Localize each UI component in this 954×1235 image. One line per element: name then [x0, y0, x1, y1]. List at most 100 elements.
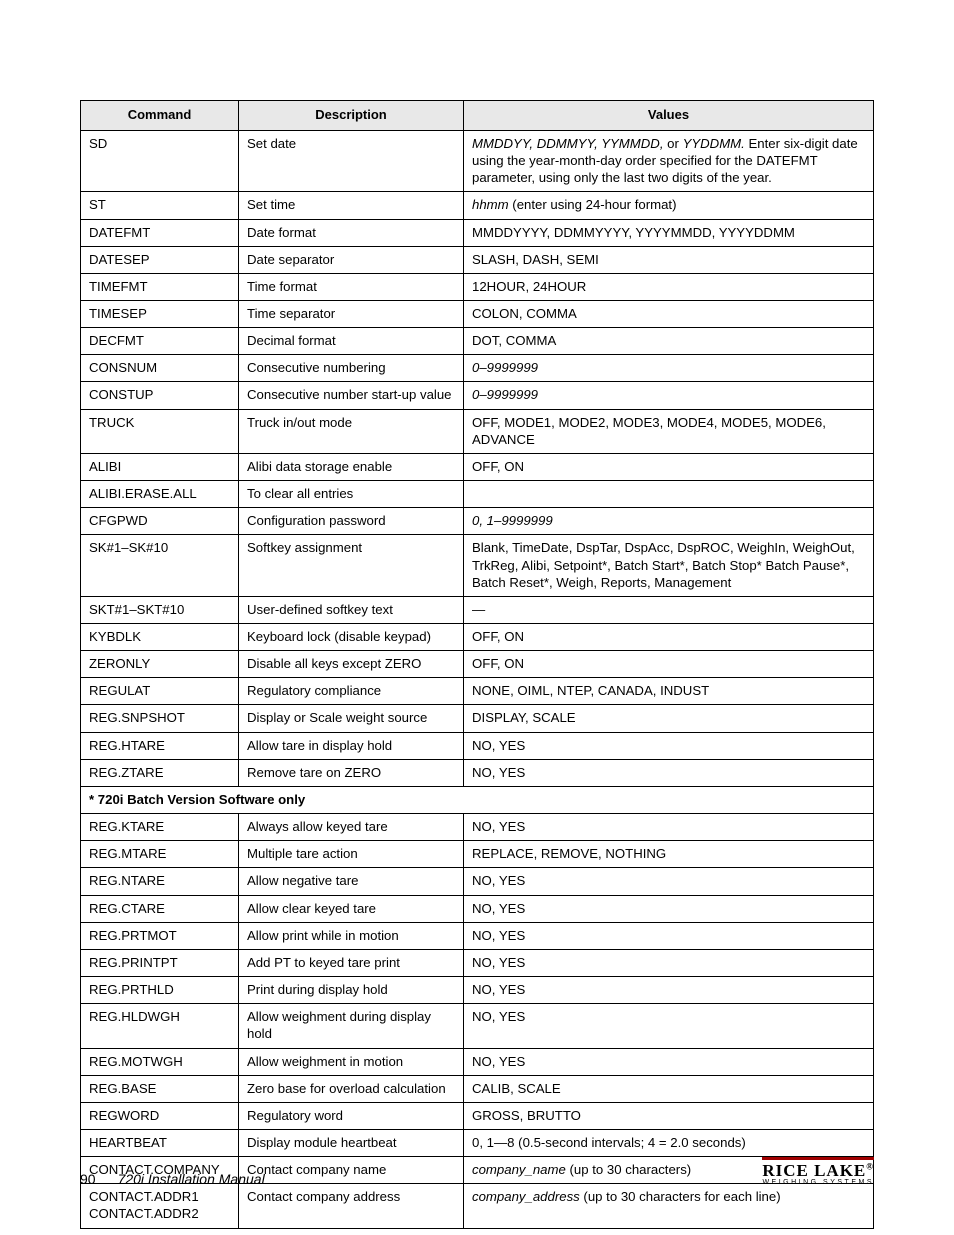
- cell-command: DATESEP: [81, 246, 239, 273]
- cell-description: Remove tare on ZERO: [239, 759, 464, 786]
- cell-command: REG.HLDWGH: [81, 1004, 239, 1048]
- table-row: CONSTUPConsecutive number start-up value…: [81, 382, 874, 409]
- table-row: ZERONLYDisable all keys except ZEROOFF, …: [81, 651, 874, 678]
- table-row: REG.MTAREMultiple tare actionREPLACE, RE…: [81, 841, 874, 868]
- cell-values: Blank, TimeDate, DspTar, DspAcc, DspROC,…: [464, 535, 874, 596]
- cell-description: User-defined softkey text: [239, 596, 464, 623]
- table-row: KYBDLKKeyboard lock (disable keypad)OFF,…: [81, 624, 874, 651]
- cell-values: 12HOUR, 24HOUR: [464, 273, 874, 300]
- table-row: SDSet dateMMDDYY, DDMMYY, YYMMDD, or YYD…: [81, 130, 874, 191]
- table-row: REG.MOTWGHAllow weighment in motionNO, Y…: [81, 1048, 874, 1075]
- table-row: REGWORDRegulatory wordGROSS, BRUTTO: [81, 1102, 874, 1129]
- cell-command: CFGPWD: [81, 508, 239, 535]
- rice-lake-logo: RICE LAKE® WEIGHING SYSTEMS: [762, 1157, 874, 1187]
- logo-sub-text: WEIGHING SYSTEMS: [762, 1179, 874, 1187]
- table-row: ALIBIAlibi data storage enableOFF, ON: [81, 453, 874, 480]
- cell-command: CONTACT.ADDR1 CONTACT.ADDR2: [81, 1184, 239, 1228]
- cell-description: Set date: [239, 130, 464, 191]
- cell-description: Time separator: [239, 300, 464, 327]
- table-row: REG.PRINTPTAdd PT to keyed tare printNO,…: [81, 949, 874, 976]
- table-row: REG.CTAREAllow clear keyed tareNO, YES: [81, 895, 874, 922]
- cell-command: ST: [81, 192, 239, 219]
- cell-command: HEARTBEAT: [81, 1129, 239, 1156]
- manual-title: 720i Installation Manual: [118, 1171, 265, 1187]
- cell-values: —: [464, 596, 874, 623]
- cell-description: Set time: [239, 192, 464, 219]
- cell-values: NO, YES: [464, 922, 874, 949]
- cell-values: 0, 1—8 (0.5-second intervals; 4 = 2.0 se…: [464, 1129, 874, 1156]
- header-values: Values: [464, 101, 874, 131]
- table-row: REG.NTAREAllow negative tareNO, YES: [81, 868, 874, 895]
- cell-values: 0–9999999: [464, 355, 874, 382]
- cell-description: Regulatory word: [239, 1102, 464, 1129]
- cell-command: CONSNUM: [81, 355, 239, 382]
- cell-command: REG.BASE: [81, 1075, 239, 1102]
- table-row: DATESEPDate separatorSLASH, DASH, SEMI: [81, 246, 874, 273]
- cell-values: [464, 481, 874, 508]
- cell-values: OFF, MODE1, MODE2, MODE3, MODE4, MODE5, …: [464, 409, 874, 453]
- table-row: REG.PRTHLDPrint during display holdNO, Y…: [81, 977, 874, 1004]
- cell-values: DOT, COMMA: [464, 328, 874, 355]
- cell-description: Allow weighment in motion: [239, 1048, 464, 1075]
- cell-description: Softkey assignment: [239, 535, 464, 596]
- cell-values: MMDDYYYY, DDMMYYYY, YYYYMMDD, YYYYDDMM: [464, 219, 874, 246]
- cell-description: Regulatory compliance: [239, 678, 464, 705]
- table-row: REG.ZTARERemove tare on ZERONO, YES: [81, 759, 874, 786]
- cell-command: REG.PRINTPT: [81, 949, 239, 976]
- table-row: REGULATRegulatory complianceNONE, OIML, …: [81, 678, 874, 705]
- cell-values: NO, YES: [464, 1048, 874, 1075]
- table-row: REG.HLDWGHAllow weighment during display…: [81, 1004, 874, 1048]
- table-row: CONSNUMConsecutive numbering0–9999999: [81, 355, 874, 382]
- cell-command: DECFMT: [81, 328, 239, 355]
- cell-values: 0, 1–9999999: [464, 508, 874, 535]
- cell-description: Display module heartbeat: [239, 1129, 464, 1156]
- cell-description: Zero base for overload calculation: [239, 1075, 464, 1102]
- cell-command: REG.CTARE: [81, 895, 239, 922]
- cell-description: Contact company address: [239, 1184, 464, 1228]
- cell-values: NO, YES: [464, 895, 874, 922]
- cell-command: REG.PRTHLD: [81, 977, 239, 1004]
- table-row: DECFMTDecimal formatDOT, COMMA: [81, 328, 874, 355]
- table-row: CONTACT.ADDR1 CONTACT.ADDR2Contact compa…: [81, 1184, 874, 1228]
- table-row: STSet timehhmm (enter using 24-hour form…: [81, 192, 874, 219]
- table-row: REG.SNPSHOTDisplay or Scale weight sourc…: [81, 705, 874, 732]
- table-row: REG.KTAREAlways allow keyed tareNO, YES: [81, 814, 874, 841]
- cell-description: Disable all keys except ZERO: [239, 651, 464, 678]
- cell-command: REGULAT: [81, 678, 239, 705]
- cell-values: OFF, ON: [464, 624, 874, 651]
- cell-command: REG.KTARE: [81, 814, 239, 841]
- cell-command: REG.MTARE: [81, 841, 239, 868]
- page-footer: 90 720i Installation Manual RICE LAKE® W…: [80, 1157, 874, 1187]
- cell-values: CALIB, SCALE: [464, 1075, 874, 1102]
- cell-description: Date separator: [239, 246, 464, 273]
- cell-command: TIMEFMT: [81, 273, 239, 300]
- cell-command: SKT#1–SKT#10: [81, 596, 239, 623]
- cell-description: Allow clear keyed tare: [239, 895, 464, 922]
- table-row: ALIBI.ERASE.ALLTo clear all entries: [81, 481, 874, 508]
- cell-command: CONSTUP: [81, 382, 239, 409]
- cell-command: ALIBI: [81, 453, 239, 480]
- cell-description: Keyboard lock (disable keypad): [239, 624, 464, 651]
- cell-values: OFF, ON: [464, 651, 874, 678]
- table-row: REG.PRTMOTAllow print while in motionNO,…: [81, 922, 874, 949]
- header-command: Command: [81, 101, 239, 131]
- cell-values: DISPLAY, SCALE: [464, 705, 874, 732]
- cell-command: REG.NTARE: [81, 868, 239, 895]
- table-row: SK#1–SK#10Softkey assignmentBlank, TimeD…: [81, 535, 874, 596]
- table-row: HEARTBEATDisplay module heartbeat0, 1—8 …: [81, 1129, 874, 1156]
- cell-description: To clear all entries: [239, 481, 464, 508]
- cell-description: Allow weighment during display hold: [239, 1004, 464, 1048]
- cell-values: OFF, ON: [464, 453, 874, 480]
- cell-description: Allow tare in display hold: [239, 732, 464, 759]
- table-row: TIMESEPTime separatorCOLON, COMMA: [81, 300, 874, 327]
- table-header-row: Command Description Values: [81, 101, 874, 131]
- cell-command: SD: [81, 130, 239, 191]
- table-row: CFGPWDConfiguration password0, 1–9999999: [81, 508, 874, 535]
- table-row: DATEFMTDate formatMMDDYYYY, DDMMYYYY, YY…: [81, 219, 874, 246]
- cell-command: REG.MOTWGH: [81, 1048, 239, 1075]
- cell-description: Add PT to keyed tare print: [239, 949, 464, 976]
- cell-values: NO, YES: [464, 732, 874, 759]
- cell-description: Always allow keyed tare: [239, 814, 464, 841]
- cell-values: MMDDYY, DDMMYY, YYMMDD, or YYDDMM. Enter…: [464, 130, 874, 191]
- cell-command: ZERONLY: [81, 651, 239, 678]
